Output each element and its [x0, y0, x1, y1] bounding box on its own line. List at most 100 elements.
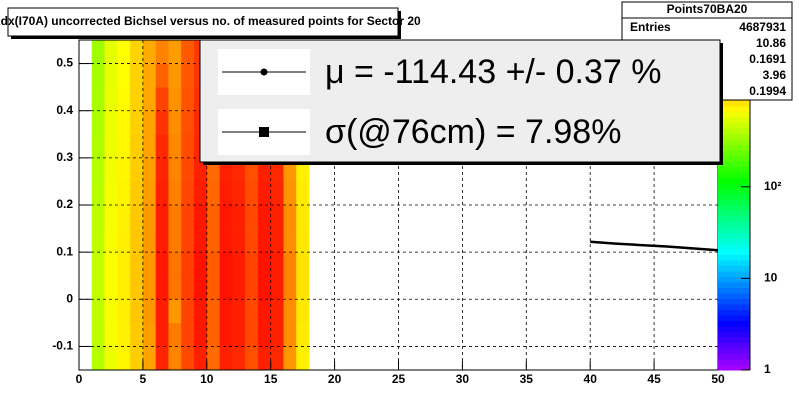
heat-cell: [206, 322, 220, 347]
stats-value: 3.96: [763, 68, 787, 82]
heat-cell: [219, 181, 233, 206]
heat-cell: [168, 40, 182, 64]
heat-cell: [283, 181, 297, 206]
heat-cell: [283, 228, 297, 253]
y-tick-label: 0: [66, 291, 73, 305]
palette-band: [718, 177, 750, 184]
heat-cell: [117, 275, 131, 300]
heat-cell: [168, 87, 182, 112]
heat-cell: [257, 205, 271, 229]
heat-cell: [194, 322, 208, 347]
heat-cell: [194, 299, 208, 324]
heat-cell: [296, 346, 310, 371]
palette-band: [718, 188, 750, 195]
heat-cell: [142, 299, 156, 324]
heat-cell: [104, 87, 118, 112]
heat-cell: [245, 275, 259, 300]
heat-cell: [168, 252, 182, 277]
heat-cell: [104, 134, 118, 159]
stats-value: 0.1691: [749, 52, 786, 66]
heat-cell: [270, 252, 284, 277]
palette-band: [718, 249, 750, 255]
heat-cell: [155, 87, 169, 112]
heat-cell: [130, 134, 144, 159]
heat-cell: [168, 181, 182, 206]
palette-band: [718, 150, 750, 156]
x-tick-label: 45: [647, 372, 661, 386]
heat-cell: [181, 346, 195, 371]
palette-band: [718, 238, 750, 244]
heat-cell: [206, 181, 220, 206]
heat-cell: [91, 63, 105, 88]
palette-band: [718, 172, 750, 178]
heat-cell: [206, 205, 220, 229]
palette-band: [718, 194, 750, 200]
palette-band: [718, 111, 750, 118]
heat-cell: [206, 252, 220, 277]
heat-cell: [117, 40, 131, 64]
heat-cell: [168, 228, 182, 253]
palette-band: [718, 309, 750, 316]
heat-cell: [168, 346, 182, 371]
heat-cell: [117, 252, 131, 277]
palette-band: [718, 348, 750, 354]
legend-marker: [260, 68, 268, 76]
x-tick-label: 50: [711, 372, 725, 386]
palette-band: [718, 298, 750, 305]
heat-cell: [194, 346, 208, 371]
palette-band: [718, 342, 750, 349]
palette-band: [718, 221, 750, 228]
heat-cell: [155, 157, 169, 182]
heat-cell: [194, 181, 208, 206]
heat-cell: [155, 228, 169, 253]
heat-cell: [181, 157, 195, 182]
y-tick-label: -0.1: [52, 339, 73, 353]
heat-cell: [257, 252, 271, 277]
heat-cell: [155, 322, 169, 347]
heat-cell: [104, 181, 118, 206]
heat-cell: [117, 87, 131, 112]
heat-cell: [219, 205, 233, 229]
heat-cell: [104, 157, 118, 182]
heat-cell: [142, 63, 156, 88]
heat-cell: [206, 228, 220, 253]
heat-cell: [91, 322, 105, 347]
palette-band: [718, 320, 750, 327]
heat-cell: [155, 181, 169, 206]
heat-cell: [155, 134, 169, 159]
palette-band: [718, 210, 750, 217]
heat-cell: [155, 63, 169, 88]
heat-cell: [104, 110, 118, 135]
heat-cell: [104, 228, 118, 253]
heat-cell: [130, 87, 144, 112]
stats-value: 10.86: [756, 36, 786, 50]
palette-band: [718, 122, 750, 129]
heat-cell: [91, 299, 105, 324]
y-tick-label: 0.5: [56, 56, 73, 70]
palette-band: [718, 139, 750, 145]
palette-band: [718, 293, 750, 299]
heat-cell: [232, 275, 246, 300]
heat-cell: [168, 157, 182, 182]
heat-cell: [91, 181, 105, 206]
heat-cell: [181, 63, 195, 88]
heat-cell: [181, 275, 195, 300]
heat-cell: [181, 299, 195, 324]
x-tick-label: 0: [76, 372, 83, 386]
heat-cell: [142, 275, 156, 300]
heat-cell: [155, 252, 169, 277]
palette-band: [718, 326, 750, 332]
palette-band: [718, 359, 750, 365]
heat-cell: [104, 299, 118, 324]
heat-cell: [283, 322, 297, 347]
heat-cell: [219, 299, 233, 324]
palette-band: [718, 232, 750, 239]
palette-band: [718, 260, 750, 266]
heat-cell: [168, 205, 182, 229]
palette-band: [718, 166, 750, 173]
heat-cell: [155, 346, 169, 371]
palette-band: [718, 364, 750, 371]
heat-cell: [296, 228, 310, 253]
heat-cell: [104, 322, 118, 347]
palette-band: [718, 353, 750, 360]
